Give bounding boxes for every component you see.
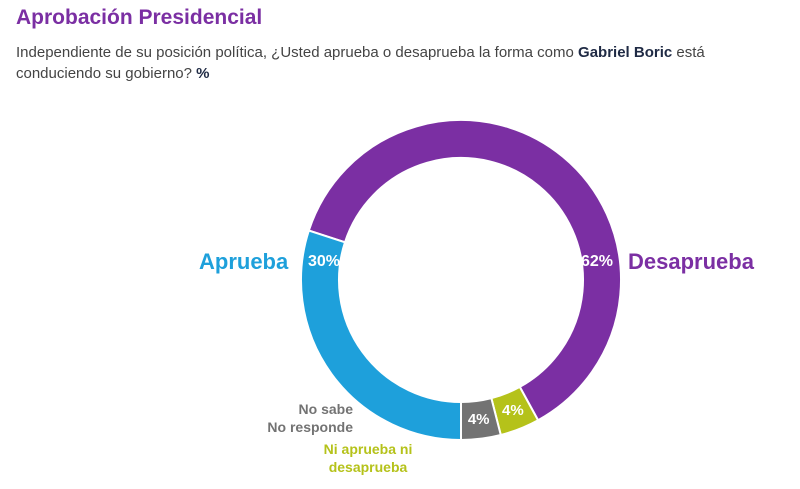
- legend-label-no-sabe-line1: No sabe: [298, 401, 353, 417]
- subtitle-unit: %: [196, 65, 210, 82]
- slice-aprueba: [300, 229, 462, 442]
- subtitle-text-before: Independiente de su posición política, ¿…: [16, 44, 579, 61]
- subtitle-name: Gabriel Boric: [578, 44, 673, 61]
- legend-label-no-sabe: No sabe No responde: [267, 400, 353, 436]
- legend-label-desaprueba: Desaprueba: [628, 249, 754, 274]
- chart-title: Aprobación Presidencial: [16, 6, 263, 29]
- subtitle-text-after: está conduciendo su gobierno?: [16, 44, 705, 82]
- legend-label-ni-line2: desaprueba: [328, 459, 408, 475]
- value-label-desaprueba: 62%: [581, 253, 613, 270]
- legend-label-aprueba: Aprueba: [199, 249, 289, 274]
- legend-label-ni-line1: Ni aprueba ni: [323, 441, 413, 457]
- legend-label-no-sabe-line2: No responde: [267, 419, 353, 435]
- chart-subtitle: Independiente de su posición política, ¿…: [16, 42, 791, 84]
- value-label-aprueba: 30%: [308, 253, 340, 270]
- value-label-no-sabe: 4%: [468, 411, 490, 428]
- slice-desaprueba: [307, 119, 622, 422]
- value-label-ni-aprueba: 4%: [502, 402, 524, 419]
- legend-label-ni-aprueba: Ni aprueba ni desaprueba: [303, 440, 433, 476]
